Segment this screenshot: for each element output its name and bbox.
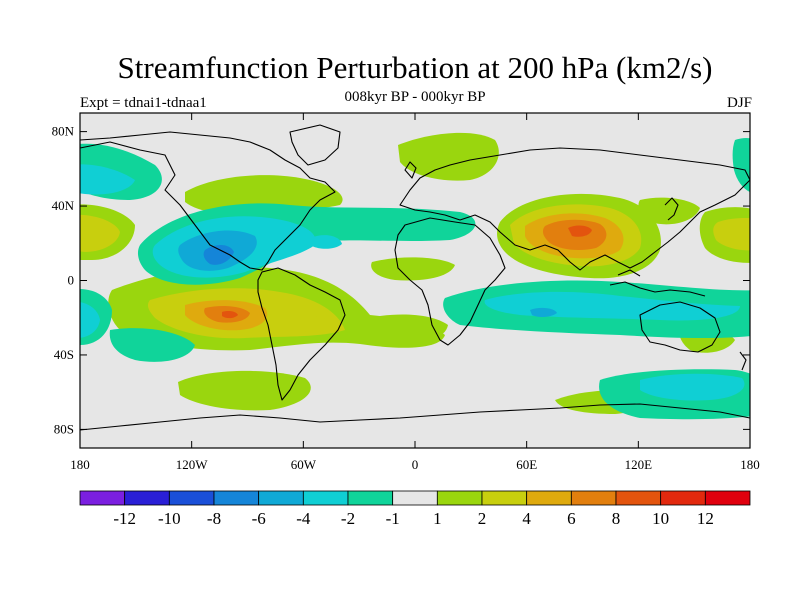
colorbar-box bbox=[570, 490, 617, 506]
colorbar-box bbox=[481, 490, 528, 506]
contour-neg-s-ocean-east-2 bbox=[640, 373, 745, 401]
lon-label: 180 bbox=[70, 457, 90, 472]
coast-japan bbox=[664, 197, 679, 221]
colorbar-box bbox=[436, 490, 483, 506]
colorbar-label: 1 bbox=[433, 509, 442, 528]
colorbar-label: 2 bbox=[478, 509, 487, 528]
lon-label: 120E bbox=[625, 457, 653, 472]
coast-indonesia bbox=[609, 269, 706, 297]
lon-label: 180 bbox=[740, 457, 760, 472]
latitude-axis: 80N 40N 0 40S 80S bbox=[52, 124, 750, 436]
lon-label: 60W bbox=[291, 457, 317, 472]
lat-label: 40N bbox=[52, 198, 75, 213]
contour-fields bbox=[80, 132, 750, 420]
colorbar-box bbox=[168, 490, 215, 506]
coast-north-america bbox=[80, 131, 336, 271]
coast-british-isles bbox=[404, 161, 417, 179]
contour-pos-asia-8 bbox=[568, 225, 592, 237]
colorbar-box bbox=[347, 490, 394, 506]
colorbar-box bbox=[258, 490, 304, 506]
coastlines bbox=[80, 124, 750, 431]
lat-label: 40S bbox=[54, 347, 74, 362]
contour-neg-sw-pacific-2 bbox=[80, 302, 100, 338]
lon-label: 120W bbox=[176, 457, 209, 472]
contour-neg-indopacific-4 bbox=[530, 307, 557, 318]
contour-pos-sam-8 bbox=[222, 311, 238, 319]
colorbar-box bbox=[660, 490, 706, 506]
colorbar-label: 8 bbox=[612, 509, 621, 528]
contour-neg-n-pacific-6 bbox=[203, 244, 234, 265]
colorbar-label: -6 bbox=[252, 509, 266, 528]
colorbar-label: 10 bbox=[652, 509, 669, 528]
colorbar-box bbox=[704, 490, 751, 506]
lat-label: 80N bbox=[52, 124, 75, 139]
coast-new-zealand bbox=[739, 351, 747, 371]
colorbar-box bbox=[526, 490, 572, 506]
contour-neg-arctic-east bbox=[732, 138, 750, 193]
colorbar-box bbox=[124, 490, 170, 506]
lat-label: 80S bbox=[54, 421, 74, 436]
colorbar-label: 4 bbox=[522, 509, 531, 528]
coast-south-america bbox=[257, 267, 346, 401]
contour-pos-southatl-2 bbox=[300, 316, 338, 335]
colorbar-label: -8 bbox=[207, 509, 221, 528]
colorbar: -12 -10 -8 -6 -4 -2 -1 1 2 4 6 8 10 12 bbox=[79, 490, 751, 528]
contour-pos-dateline-west-2 bbox=[80, 214, 120, 252]
lon-label: 60E bbox=[516, 457, 537, 472]
colorbar-label: -2 bbox=[341, 509, 355, 528]
lat-label: 0 bbox=[68, 273, 75, 288]
colorbar-box bbox=[615, 490, 662, 506]
contour-pos-n-africa bbox=[371, 257, 455, 281]
contour-pos-east-pacific-2 bbox=[713, 218, 750, 251]
contour-pos-europe bbox=[398, 132, 499, 181]
colorbar-label: -4 bbox=[296, 509, 311, 528]
longitude-axis: 180 120W 60W 0 60E 120E 180 bbox=[70, 113, 760, 472]
contour-pos-s-africa bbox=[358, 314, 448, 345]
contour-pos-west-pacific bbox=[638, 197, 700, 225]
colorbar-label: -1 bbox=[386, 509, 400, 528]
chart-title: Streamfunction Perturbation at 200 hPa (… bbox=[117, 50, 713, 85]
chart-subtitle: 008kyr BP - 000kyr BP bbox=[344, 89, 486, 105]
contour-pos-n-america bbox=[185, 175, 343, 213]
colorbar-label: 12 bbox=[697, 509, 714, 528]
colorbar-label: -10 bbox=[158, 509, 181, 528]
coast-australia bbox=[639, 301, 721, 353]
coast-africa bbox=[394, 217, 506, 346]
season-label: DJF bbox=[726, 95, 752, 111]
coast-greenland bbox=[289, 124, 341, 166]
contour-neg-arctic-west-2 bbox=[80, 164, 135, 195]
contour-neg-atlantic-2 bbox=[310, 235, 342, 249]
contour-neg-s-pacific-east bbox=[109, 328, 195, 362]
colorbar-box bbox=[79, 490, 126, 506]
coast-antarctica bbox=[80, 403, 750, 431]
colorbar-box bbox=[213, 490, 260, 506]
coast-eurasia bbox=[399, 147, 750, 271]
experiment-label: Expt = tdnai1-tdnaa1 bbox=[80, 95, 207, 111]
colorbar-box bbox=[302, 490, 349, 506]
lon-label: 0 bbox=[412, 457, 419, 472]
colorbar-label: -12 bbox=[113, 509, 136, 528]
colorbar-box bbox=[392, 490, 438, 506]
colorbar-label: 6 bbox=[567, 509, 576, 528]
